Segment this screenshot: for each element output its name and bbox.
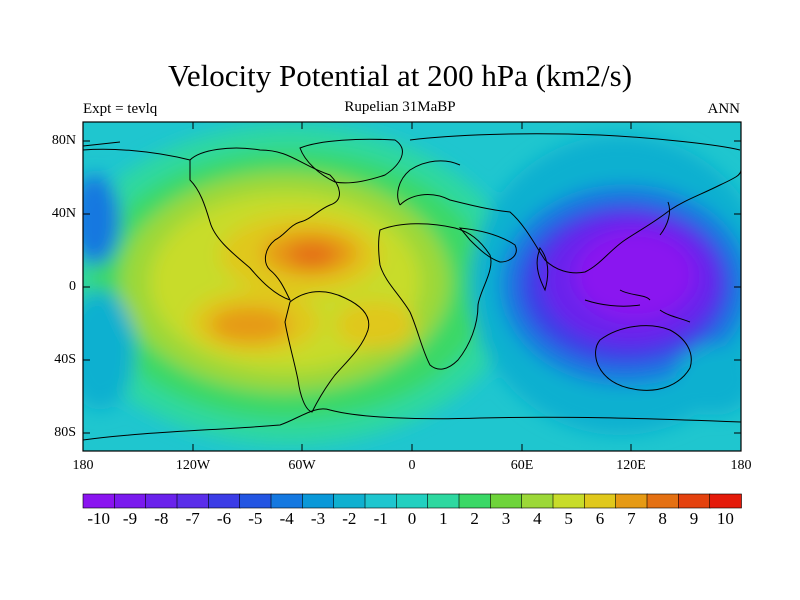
colorbar-label: -6 xyxy=(216,509,232,528)
colorbar-label: 8 xyxy=(658,509,667,528)
colorbar-label: 6 xyxy=(595,509,605,528)
colorbar-swatch xyxy=(208,493,241,509)
australia-coast xyxy=(595,325,692,391)
colorbar-swatch xyxy=(678,493,711,509)
contour-17 xyxy=(83,290,135,410)
india-coast xyxy=(536,246,549,292)
lat-label-40n: 40N xyxy=(51,206,76,221)
contour-18 xyxy=(675,345,741,415)
colorbar-label: -8 xyxy=(154,509,169,528)
north-america-coast xyxy=(189,147,340,301)
colorbar-label: -7 xyxy=(185,509,200,528)
colorbar-label: 3 xyxy=(501,509,511,528)
colorbar-label: -10 xyxy=(87,509,110,528)
colorbar-swatch xyxy=(396,493,429,509)
colorbar-swatch xyxy=(646,493,680,509)
colorbar-label: -3 xyxy=(310,509,326,528)
lon-label-120e: 120E xyxy=(616,458,646,473)
lat-label-80n: 80N xyxy=(51,133,76,148)
lon-ticks xyxy=(82,122,742,451)
season-label: ANN xyxy=(707,101,741,117)
lat-label-0: 0 xyxy=(69,279,76,294)
colorbar-label: -4 xyxy=(279,509,294,528)
colorbar-swatch xyxy=(82,493,116,509)
antarctica-coast xyxy=(83,408,741,441)
lon-label-60w: 60W xyxy=(288,458,316,473)
colorbar-label: -1 xyxy=(373,509,388,528)
colorbar-swatch xyxy=(270,493,304,509)
lat-ticks xyxy=(83,140,741,434)
colorbar-swatch xyxy=(521,493,554,509)
colorbar-swatch xyxy=(302,493,335,509)
lon-label-60e: 60E xyxy=(510,458,534,473)
colorbar-swatch xyxy=(615,493,648,509)
colorbar xyxy=(82,493,742,509)
south-america-coast xyxy=(284,291,370,413)
colorbar-label: 5 xyxy=(564,509,573,528)
colorbar-swatch xyxy=(333,493,366,509)
period-label: Rupelian 31MaBP xyxy=(344,99,456,115)
colorbar-swatch xyxy=(176,493,210,509)
colorbar-label: 0 xyxy=(407,509,417,528)
colorbar-swatch xyxy=(145,493,178,509)
colorbar-label: -5 xyxy=(248,509,263,528)
colorbar-swatch xyxy=(427,493,460,509)
colorbar-label: -9 xyxy=(122,509,138,528)
colorbar-swatch xyxy=(584,493,617,509)
map-title: Velocity Potential at 200 hPa (km2/s) xyxy=(167,58,633,93)
experiment-label: Expt = tevlq xyxy=(83,101,158,117)
coastlines xyxy=(83,133,741,441)
eurasia-coast xyxy=(397,133,741,274)
colorbar-label: 7 xyxy=(627,509,636,528)
colorbar-label: 9 xyxy=(689,509,699,528)
colorbar-swatch xyxy=(709,493,742,509)
colorbar-label: 2 xyxy=(470,509,479,528)
lon-label-0: 0 xyxy=(408,458,416,473)
colorbar-label: 10 xyxy=(716,509,734,528)
colorbar-label: -2 xyxy=(342,509,357,528)
arctic-coast xyxy=(83,141,191,161)
colorbar-swatch xyxy=(239,493,272,509)
colorbar-swatch xyxy=(490,493,523,509)
contour-9 xyxy=(210,307,290,343)
contour-16 xyxy=(83,175,120,265)
colorbar-swatch xyxy=(552,493,586,509)
colorbar-swatch xyxy=(364,493,398,509)
lon-label-180w: 180 xyxy=(72,458,94,473)
lon-label-180e: 180 xyxy=(730,458,752,473)
contour-15 xyxy=(575,230,695,320)
colorbar-label: 4 xyxy=(533,509,542,528)
lat-label-80s: 80S xyxy=(54,425,76,440)
lon-label-120w: 120W xyxy=(175,458,211,473)
colorbar-swatch xyxy=(458,493,492,509)
colorbar-swatch xyxy=(114,493,147,509)
arabia-coast xyxy=(458,227,517,263)
lat-label-40s: 40S xyxy=(54,352,76,367)
japan-coast xyxy=(659,201,671,236)
contour-10 xyxy=(288,242,336,268)
contour-field xyxy=(83,122,741,451)
colorbar-label: 1 xyxy=(439,509,448,528)
indonesia-coast xyxy=(584,289,691,323)
greenland-coast xyxy=(299,138,403,184)
contour-7 xyxy=(335,301,415,349)
